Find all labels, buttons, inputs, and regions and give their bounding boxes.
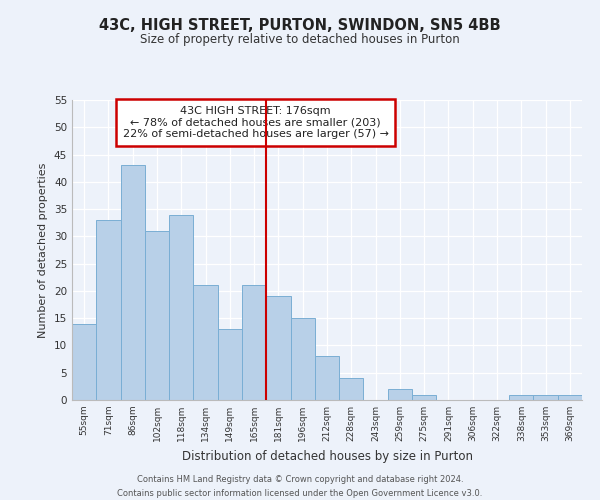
Bar: [242, 286, 266, 400]
Bar: [193, 286, 218, 400]
Bar: [290, 318, 315, 400]
Y-axis label: Number of detached properties: Number of detached properties: [38, 162, 49, 338]
Bar: [388, 389, 412, 400]
Text: Size of property relative to detached houses in Purton: Size of property relative to detached ho…: [140, 32, 460, 46]
Text: 43C, HIGH STREET, PURTON, SWINDON, SN5 4BB: 43C, HIGH STREET, PURTON, SWINDON, SN5 4…: [99, 18, 501, 32]
Bar: [509, 394, 533, 400]
Bar: [145, 231, 169, 400]
Text: Contains HM Land Registry data © Crown copyright and database right 2024.
Contai: Contains HM Land Registry data © Crown c…: [118, 476, 482, 498]
Bar: [533, 394, 558, 400]
Bar: [266, 296, 290, 400]
Bar: [169, 214, 193, 400]
Text: 43C HIGH STREET: 176sqm
← 78% of detached houses are smaller (203)
22% of semi-d: 43C HIGH STREET: 176sqm ← 78% of detache…: [122, 106, 389, 139]
Bar: [218, 329, 242, 400]
Bar: [558, 394, 582, 400]
Bar: [339, 378, 364, 400]
Bar: [96, 220, 121, 400]
X-axis label: Distribution of detached houses by size in Purton: Distribution of detached houses by size …: [182, 450, 473, 462]
Bar: [72, 324, 96, 400]
Bar: [121, 166, 145, 400]
Bar: [315, 356, 339, 400]
Bar: [412, 394, 436, 400]
